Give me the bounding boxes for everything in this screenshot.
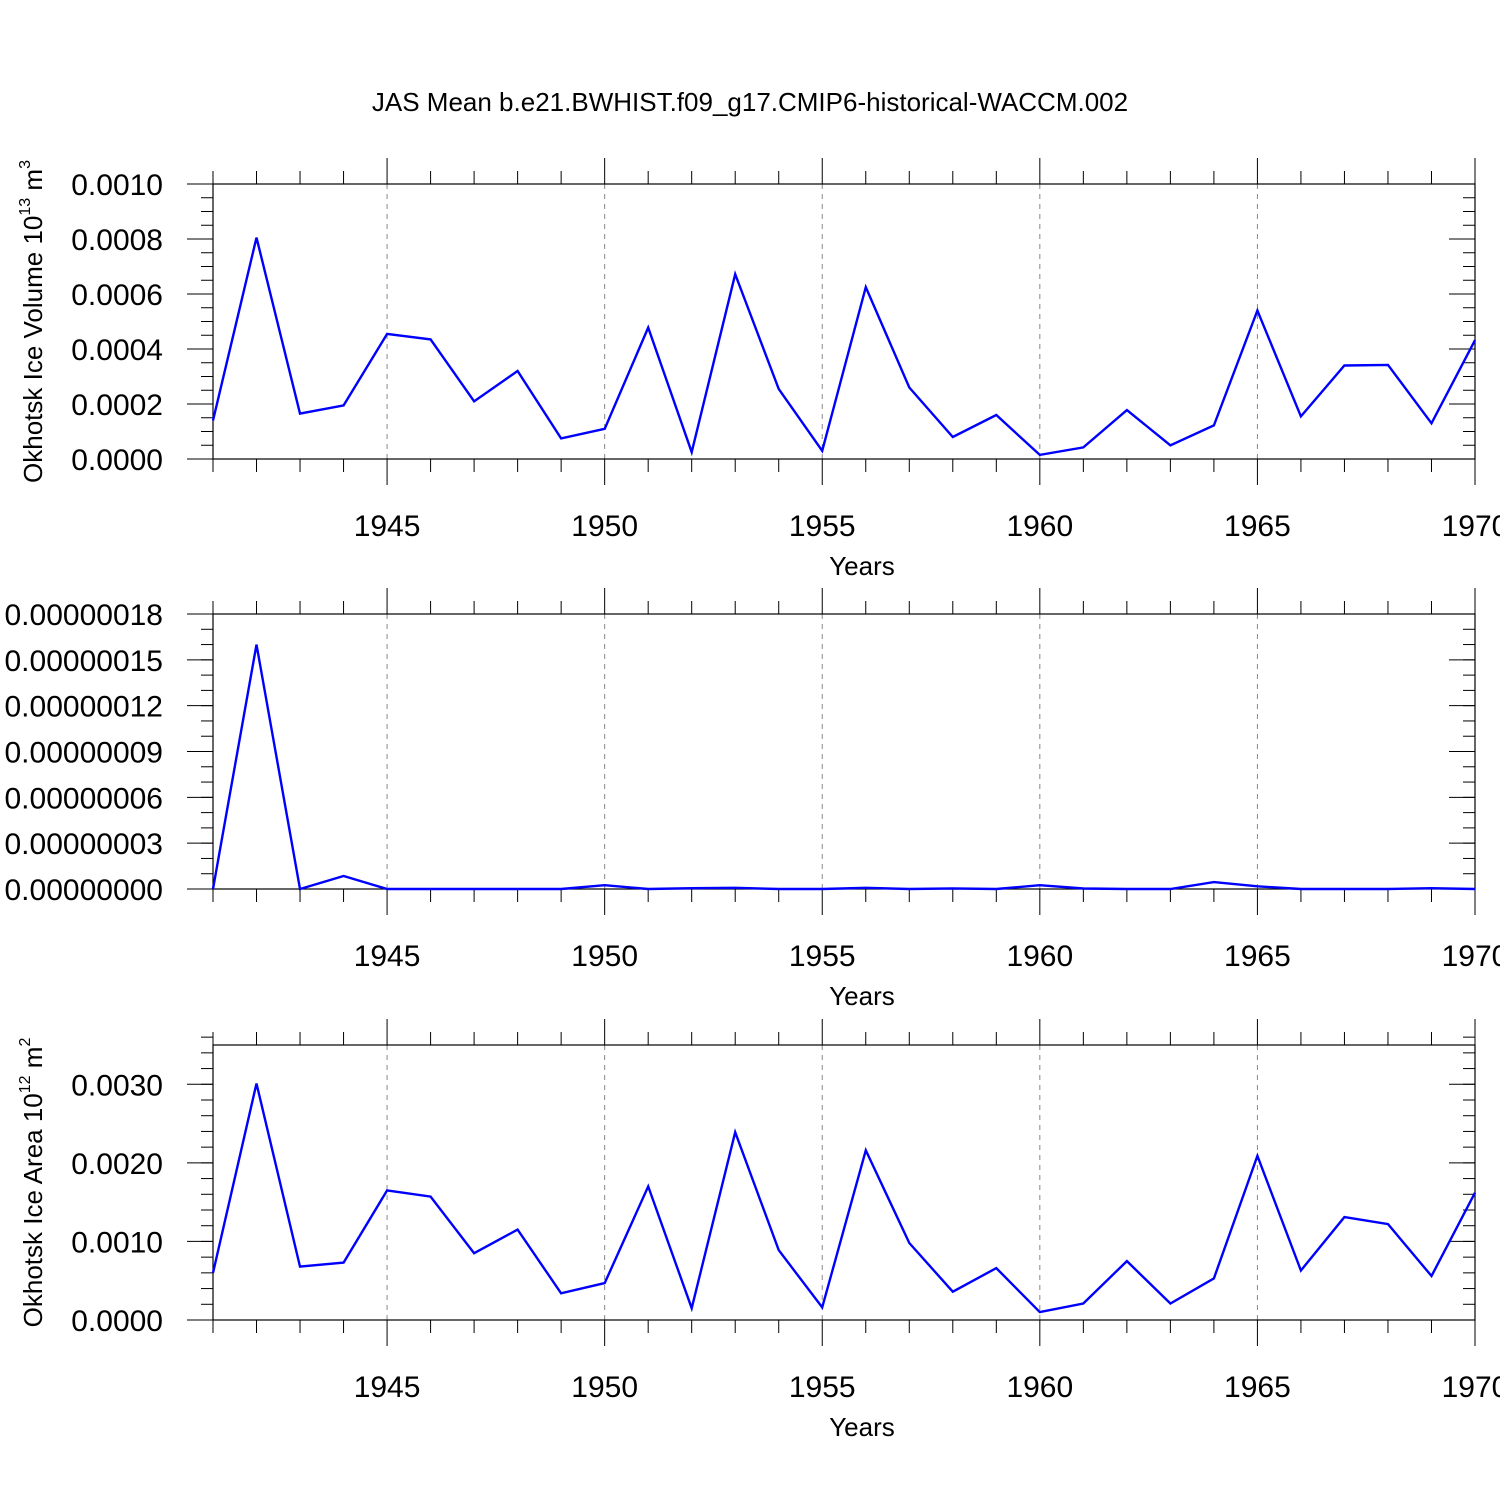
- x-tick-label: 1955: [789, 940, 856, 973]
- x-tick-label: 1970: [1442, 1371, 1500, 1404]
- y-axis-label: Okhotsk Ice Area 1012 m2: [17, 1038, 48, 1328]
- y-tick-label: 0.0010: [71, 1226, 163, 1259]
- y-tick-label: 0.0000: [71, 1305, 163, 1338]
- x-tick-label: 1970: [1442, 510, 1500, 543]
- x-axis-label: Years: [829, 1412, 895, 1442]
- x-tick-label: 1950: [571, 1371, 638, 1404]
- y-axis-label-exponent: 13: [17, 198, 34, 216]
- y-axis-label-text: Okhotsk Ice Volume 10: [18, 216, 48, 483]
- plot-frame: [212, 613, 1476, 890]
- x-tick-label: 1965: [1224, 940, 1291, 973]
- x-tick-label: 1965: [1224, 1371, 1291, 1404]
- y-axis-label-exponent: 12: [17, 1075, 34, 1093]
- panel-ice-volume: 1945 1950 1955 1960 1965 1970 Years 0.0000 0.000…: [17, 158, 1500, 581]
- x-tick-label: 1945: [354, 940, 421, 973]
- x-tick-label: 1955: [789, 1371, 856, 1404]
- y-tick-label: 0.00000018: [5, 599, 164, 632]
- series-line: [211, 644, 1476, 891]
- x-tick-label: 1950: [571, 940, 638, 973]
- x-tick-label: 1960: [1006, 510, 1073, 543]
- x-tick-label: 1950: [571, 510, 638, 543]
- y-tick-label: 0.0020: [71, 1148, 163, 1181]
- y-tick-label: 0.0000: [71, 444, 163, 477]
- panel-ice-area: 1945 1950 1955 1960 1965 1970 Years 0.0000 0.001…: [17, 1019, 1500, 1442]
- x-tick-label: 1945: [354, 510, 421, 543]
- y-axis-label-text: Okhotsk Ice Area 10: [18, 1093, 48, 1327]
- x-tick-label: 1965: [1224, 510, 1291, 543]
- y-tick-label: 0.00000006: [5, 782, 164, 815]
- y-tick-label: 0.0010: [71, 169, 163, 202]
- x-tick-label: 1945: [354, 1371, 421, 1404]
- series-line: [211, 237, 1477, 457]
- plot-frame: [212, 183, 1476, 460]
- x-tick-label: 1960: [1006, 1371, 1073, 1404]
- y-tick-label: 0.00000000: [5, 874, 164, 907]
- series-line: [211, 1083, 1477, 1314]
- x-axis-label: Years: [829, 551, 895, 581]
- y-axis-label-unit: m: [18, 1047, 48, 1076]
- x-tick-label: 1970: [1442, 940, 1500, 973]
- x-axis-label: Years: [829, 981, 895, 1011]
- panel-snow-volume: 1945 1950 1955 1960 1965 1970 Years 0.00000000 0…: [5, 588, 1500, 1011]
- y-tick-label: 0.00000009: [5, 737, 164, 770]
- y-axis-label-unit-exponent: 2: [17, 1038, 34, 1047]
- y-tick-label: 0.00000015: [5, 645, 164, 678]
- y-tick-label: 0.0008: [71, 224, 163, 257]
- y-tick-label: 0.00000003: [5, 828, 164, 861]
- y-tick-label: 0.0002: [71, 389, 163, 422]
- y-tick-label: 0.00000012: [5, 691, 164, 724]
- y-axis-label-unit-exponent: 3: [17, 160, 34, 169]
- y-axis-label-unit: m: [18, 169, 48, 198]
- figure-title: JAS Mean b.e21.BWHIST.f09_g17.CMIP6-hist…: [372, 87, 1128, 117]
- y-tick-label: 0.0030: [71, 1069, 163, 1102]
- y-tick-label: 0.0006: [71, 279, 163, 312]
- y-axis-label: Okhotsk Ice Volume 1013 m3: [17, 160, 48, 483]
- x-tick-label: 1960: [1006, 940, 1073, 973]
- plot-frame: [212, 1044, 1476, 1321]
- x-tick-label: 1955: [789, 510, 856, 543]
- y-tick-label: 0.0004: [71, 334, 163, 367]
